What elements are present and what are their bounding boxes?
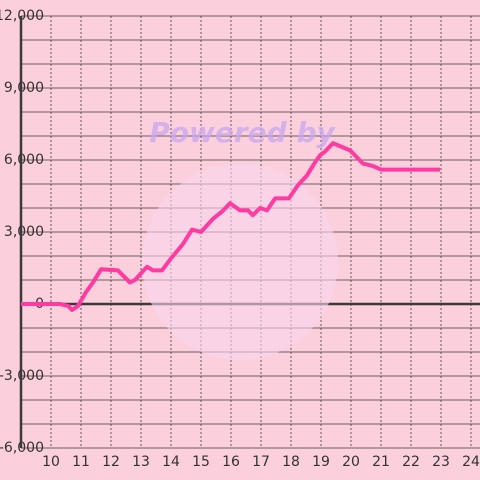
x-tick-label: 12 bbox=[102, 454, 120, 470]
x-tick-label: 14 bbox=[162, 454, 180, 470]
x-tick-label: 18 bbox=[282, 454, 300, 470]
watermark: Powered by bbox=[149, 116, 336, 149]
y-tick-label: 3,000 bbox=[4, 224, 44, 240]
x-tick-label: 13 bbox=[132, 454, 150, 470]
x-tick-label: 23 bbox=[432, 454, 450, 470]
x-tick-label: 17 bbox=[252, 454, 270, 470]
y-tick-label: 6,000 bbox=[4, 152, 44, 168]
x-tick-label: 21 bbox=[372, 454, 390, 470]
x-tick-label: 24 bbox=[462, 454, 480, 470]
x-tick-label: 19 bbox=[312, 454, 330, 470]
y-tick-label: 9,000 bbox=[4, 80, 44, 96]
x-tick-label: 16 bbox=[222, 454, 240, 470]
data-line bbox=[21, 141, 441, 312]
x-tick-label: 15 bbox=[192, 454, 210, 470]
x-tick-label: 11 bbox=[72, 454, 90, 470]
x-tick-label: 22 bbox=[402, 454, 420, 470]
watermark-emblem bbox=[142, 164, 338, 360]
x-tick-label: 10 bbox=[42, 454, 60, 470]
x-tick-label: 20 bbox=[342, 454, 360, 470]
